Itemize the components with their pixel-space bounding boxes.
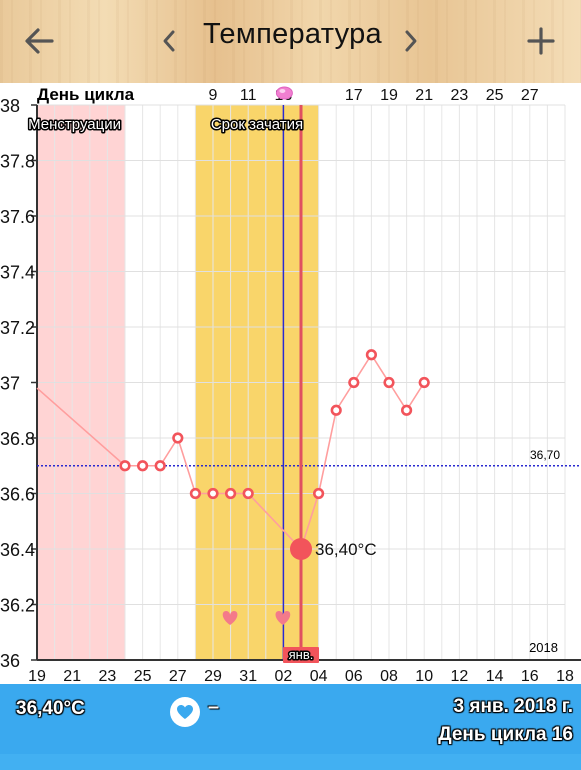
temperature-point	[313, 487, 325, 500]
date-tick-label: 02	[275, 668, 293, 684]
cycle-day-tick-label: 23	[451, 87, 469, 104]
y-tick-label: 36	[0, 651, 20, 671]
date-tick-label: 06	[345, 668, 363, 684]
cycle-day-tick-label: 25	[486, 87, 504, 104]
temperature-point	[207, 487, 219, 500]
ovulation-egg-icon	[275, 86, 293, 100]
app-header: Температура	[0, 0, 581, 83]
heart-icon	[177, 705, 193, 719]
wood-texture	[0, 0, 581, 83]
date-tick-label: 16	[521, 668, 539, 684]
y-tick-label: 36.2	[0, 596, 35, 616]
temperature-point	[225, 487, 237, 500]
temperature-point	[401, 404, 413, 416]
y-tick-label: 37.4	[0, 263, 35, 283]
temperature-point	[137, 460, 149, 472]
intercourse-value: –	[208, 696, 220, 718]
cycle-day-tick-label: 19	[380, 87, 398, 104]
temperature-point	[365, 349, 378, 361]
next-chart-button[interactable]	[384, 14, 438, 68]
temperature-point	[172, 432, 184, 444]
back-button[interactable]	[12, 14, 66, 68]
date-tick-label: 10	[415, 668, 433, 684]
temperature-point	[119, 460, 131, 472]
temperature-point	[330, 404, 342, 416]
date-tick-label: 27	[169, 668, 187, 684]
y-tick-label: 36.8	[0, 429, 35, 449]
fertile-label: Срок зачатия	[211, 116, 303, 133]
plus-icon	[527, 27, 555, 55]
prev-chart-button[interactable]	[142, 14, 196, 68]
y-tick-label: 37.6	[0, 207, 35, 227]
y-tick-label: 37.8	[0, 152, 35, 172]
footer-date: 3 янв. 2018 г.	[453, 696, 573, 717]
add-button[interactable]	[514, 14, 568, 68]
footer-temperature: 36,40°C	[16, 698, 85, 719]
chevron-left-icon	[163, 30, 175, 52]
date-tick-label: 12	[451, 668, 469, 684]
temperature-point	[348, 376, 360, 389]
date-tick-label: 18	[556, 668, 574, 684]
month-marker-badge	[283, 647, 319, 663]
menstruation-label: Менструации	[28, 116, 121, 133]
cycle-day-row-label: День цикла	[37, 85, 135, 104]
temperature-chart[interactable]: 36 36.2 36.4 36.6 36.8 37 37.2 37.4 37.6 37.8 38 19…	[0, 83, 581, 684]
temperature-point	[242, 487, 254, 500]
footer-cycle-day: День цикла 16	[438, 724, 573, 745]
y-tick-label: 36.6	[0, 485, 35, 505]
y-tick-label: 37	[0, 374, 20, 394]
date-tick-label: 21	[63, 668, 81, 684]
cycle-day-tick-label: 9	[209, 87, 218, 104]
day-info-bar[interactable]: 36,40°C – 3 янв. 2018 г. День цикла 16	[0, 684, 581, 754]
y-tick-label: 36.4	[0, 540, 35, 560]
cycle-day-tick-label: 11	[240, 87, 257, 104]
temperature-point	[383, 376, 395, 389]
cycle-day-tick-label: 27	[521, 87, 539, 104]
y-tick-label: 38	[0, 96, 20, 116]
selected-temperature-point	[290, 538, 312, 560]
ovulation-egg-highlight	[279, 89, 286, 93]
page-title: Температура	[203, 18, 382, 50]
selected-temperature-label: 36,40°C	[315, 540, 377, 559]
date-tick-label: 29	[204, 668, 222, 684]
date-tick-label: 19	[28, 668, 46, 684]
year-label: 2018	[529, 640, 558, 655]
temperature-point	[154, 460, 166, 472]
heart-icon	[275, 611, 291, 625]
date-tick-label: 14	[486, 668, 504, 684]
chevron-right-icon	[405, 30, 417, 52]
cycle-day-tick-label: 21	[415, 87, 433, 104]
temperature-point	[418, 376, 430, 389]
coverline-label: 36,70	[530, 448, 560, 462]
date-tick-label: 31	[239, 668, 257, 684]
date-tick-label: 04	[310, 668, 328, 684]
cycle-day-tick-label: 17	[345, 87, 363, 104]
month-marker-label: янв.	[289, 647, 314, 662]
date-tick-label: 08	[380, 668, 398, 684]
heart-icon	[222, 611, 238, 625]
bottom-strip	[0, 754, 581, 770]
intercourse-button[interactable]	[170, 697, 200, 727]
arrow-left-icon	[25, 28, 54, 54]
date-tick-label: 23	[99, 668, 117, 684]
date-tick-label: 25	[134, 668, 152, 684]
y-tick-label: 37.2	[0, 318, 35, 338]
temperature-point	[189, 487, 201, 500]
